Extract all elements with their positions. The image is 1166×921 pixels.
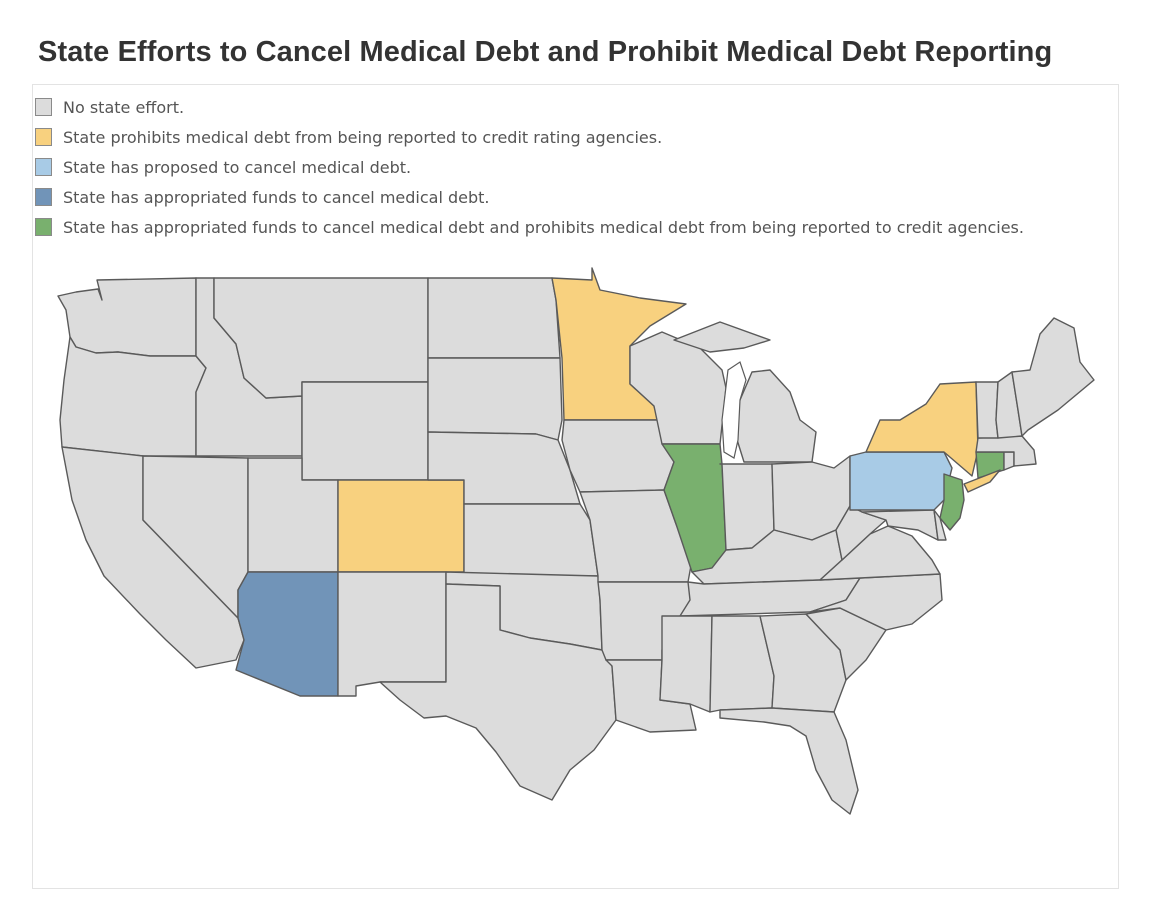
state-long-island[interactable] — [963, 469, 1001, 493]
legend-swatch-proposed — [35, 158, 52, 176]
page-title: State Efforts to Cancel Medical Debt and… — [38, 36, 1053, 68]
state-mississippi[interactable] — [659, 615, 713, 713]
state-south-dakota[interactable] — [427, 357, 563, 441]
legend-label: State has appropriated funds to cancel m… — [63, 217, 1024, 237]
legend-label: No state effort. — [63, 97, 185, 117]
legend-swatch-none — [35, 98, 52, 116]
state-vermont[interactable] — [975, 381, 999, 439]
legend-label: State has appropriated funds to cancel m… — [63, 187, 490, 207]
legend-item-none[interactable]: No state effort. — [35, 92, 1024, 122]
state-kansas[interactable] — [463, 503, 599, 577]
state-maine[interactable] — [1011, 317, 1095, 437]
state-wyoming[interactable] — [301, 381, 429, 481]
legend-swatch-prohibit — [35, 128, 52, 146]
state-colorado[interactable] — [337, 479, 465, 573]
state-new-jersey[interactable] — [939, 473, 965, 531]
legend-label: State has proposed to cancel medical deb… — [63, 157, 412, 177]
legend-item-proposed[interactable]: State has proposed to cancel medical deb… — [35, 152, 1024, 182]
legend-item-both[interactable]: State has appropriated funds to cancel m… — [35, 212, 1024, 242]
legend-swatch-appropriated — [35, 188, 52, 206]
legend: No state effort. State prohibits medical… — [35, 92, 1024, 242]
state-delaware[interactable] — [933, 509, 947, 541]
state-montana[interactable] — [213, 277, 429, 399]
state-michigan[interactable] — [673, 321, 817, 463]
state-massachusetts[interactable] — [975, 435, 1037, 467]
state-washington[interactable] — [57, 277, 197, 357]
legend-item-appropriated[interactable]: State has appropriated funds to cancel m… — [35, 182, 1024, 212]
state-north-dakota[interactable] — [427, 277, 561, 359]
state-new-york[interactable] — [865, 381, 979, 477]
map-frame — [32, 84, 1119, 889]
state-iowa[interactable] — [561, 419, 675, 493]
state-pennsylvania[interactable] — [849, 451, 953, 511]
state-texas[interactable] — [379, 583, 617, 801]
state-new-mexico[interactable] — [337, 571, 447, 697]
state-arizona[interactable] — [235, 571, 339, 697]
lake-michigan — [721, 361, 747, 459]
legend-swatch-both — [35, 218, 52, 236]
state-florida[interactable] — [719, 707, 859, 815]
state-rhode-island[interactable] — [1003, 451, 1015, 471]
legend-item-prohibit[interactable]: State prohibits medical debt from being … — [35, 122, 1024, 152]
legend-label: State prohibits medical debt from being … — [63, 127, 663, 147]
